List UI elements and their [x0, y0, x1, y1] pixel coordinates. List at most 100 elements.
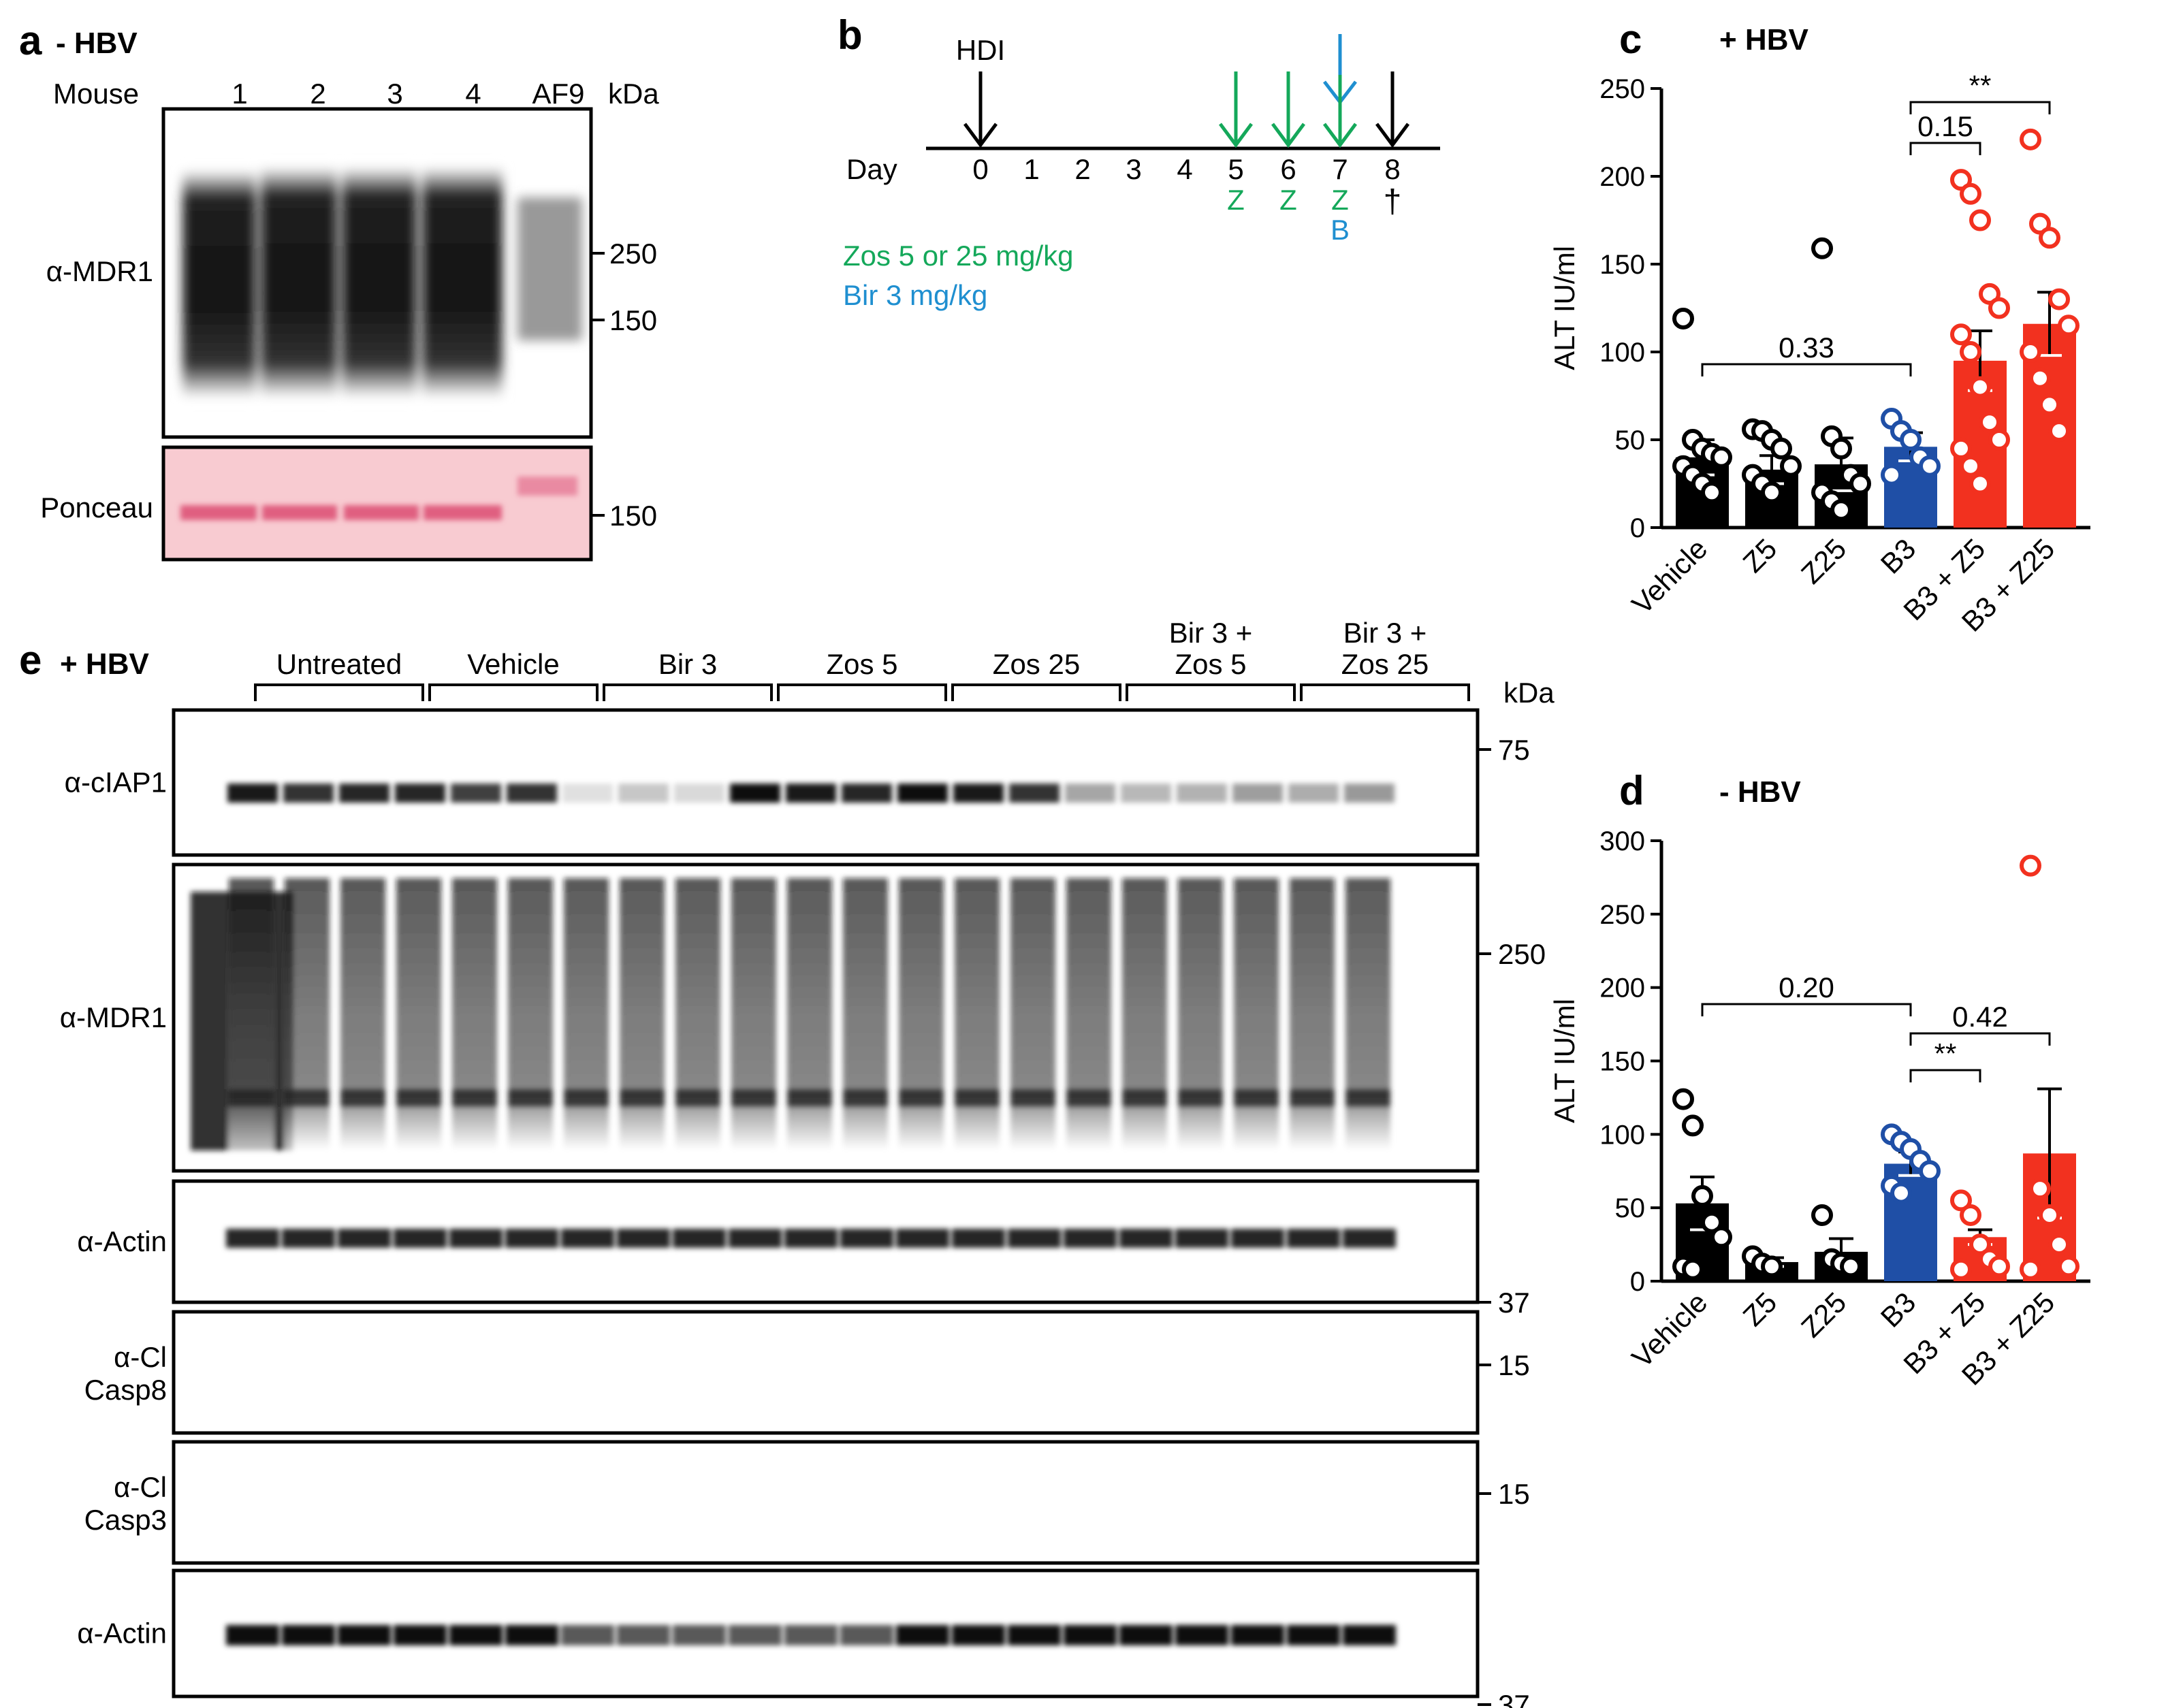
group-bracket — [1300, 683, 1470, 701]
marker-label: 75 — [1498, 734, 1530, 766]
band — [1234, 1089, 1279, 1107]
legend-bir: Bir 3 mg/kg — [843, 279, 987, 311]
band — [396, 1089, 441, 1107]
data-point — [1969, 472, 1991, 495]
band — [285, 1089, 330, 1107]
data-point — [1960, 341, 1981, 363]
blot-label-line2: Casp8 — [84, 1374, 167, 1406]
day-tick-labels: 0 1 2 3 4 5 6 7 8 — [972, 153, 1400, 185]
data-point — [1770, 437, 1792, 460]
y-tick-label: 100 — [1599, 1120, 1645, 1150]
group-bracket — [428, 683, 599, 701]
band — [1345, 1089, 1390, 1107]
band — [674, 784, 724, 803]
band — [561, 1229, 614, 1248]
band — [338, 1229, 391, 1248]
band — [896, 1625, 949, 1645]
z-mark-day5: Z — [1227, 184, 1245, 216]
blot-a-label-mdr1: α-MDR1 — [46, 255, 153, 287]
band — [226, 1229, 279, 1248]
band-smear — [285, 878, 330, 1150]
blot-e: α-Actin 37 — [77, 1568, 1530, 1708]
band — [283, 784, 334, 803]
band — [729, 1625, 782, 1645]
data-point — [1919, 1160, 1941, 1182]
band — [282, 1625, 335, 1645]
blot-e: α-MDR1 250 — [60, 863, 1546, 1173]
marker-label: 15 — [1498, 1478, 1530, 1510]
lane-label-af9: AF9 — [532, 78, 584, 110]
y-axis-label: ALT IU/ml — [1548, 999, 1580, 1123]
band — [1231, 1625, 1284, 1645]
band — [899, 1089, 944, 1107]
band — [1064, 1625, 1117, 1645]
data-point — [2020, 128, 2041, 150]
band — [730, 784, 780, 803]
data-point — [2029, 367, 2051, 389]
band — [953, 784, 1004, 803]
band — [227, 784, 278, 803]
z-mark-day7: Z — [1331, 184, 1349, 216]
kda-label-e: kDa — [1503, 677, 1555, 709]
band — [561, 1625, 614, 1645]
band — [394, 1625, 447, 1645]
panel-d: d - HBV 0 50 100 150 200 250 300 ALT IU/ml Vehic… — [1548, 768, 2090, 1391]
blot-a-label-ponceau: Ponceau — [40, 492, 153, 523]
band — [840, 1625, 893, 1645]
data-point — [2048, 288, 2070, 310]
comparison-label: 0.33 — [1779, 332, 1834, 364]
ponceau-bands — [180, 477, 577, 520]
data-point — [1761, 481, 1783, 504]
blot-frame — [172, 1440, 1480, 1565]
group-label-line1: Bir 3 + — [1169, 617, 1253, 649]
data-point — [2058, 315, 2080, 337]
band — [1343, 1625, 1396, 1645]
data-point — [1950, 1189, 1972, 1212]
band — [897, 784, 948, 803]
data-point — [1682, 1258, 1704, 1280]
hdi-label: HDI — [956, 34, 1005, 66]
data-point — [1950, 1258, 1972, 1280]
comparison-bracket — [1909, 101, 2051, 114]
band — [729, 1229, 782, 1248]
panel-e-letter: e — [19, 637, 42, 683]
data-point — [1979, 411, 2001, 434]
hdi-arrow — [963, 71, 998, 148]
marker-label: 37 — [1498, 1689, 1530, 1708]
band-smear — [1178, 878, 1223, 1150]
data-point — [1988, 429, 2010, 451]
data-point — [2029, 1178, 2051, 1200]
marker-a-250: 250 — [609, 238, 657, 270]
data-point — [1969, 1234, 1991, 1256]
band — [784, 1625, 838, 1645]
band — [1287, 1229, 1340, 1248]
y-axis-label: ALT IU/ml — [1548, 246, 1580, 370]
mouse-label: Mouse — [53, 78, 139, 110]
band — [1288, 784, 1339, 803]
band-smear — [675, 878, 720, 1150]
band — [394, 1229, 447, 1248]
day-7: 7 — [1332, 153, 1348, 185]
comparison-bracket — [1909, 1032, 2051, 1046]
x-tick-label: B3 — [1875, 532, 1922, 580]
day-3: 3 — [1126, 153, 1141, 185]
y-tick-label: 150 — [1599, 250, 1645, 280]
panel-e-title: + HBV — [60, 647, 149, 681]
band — [896, 1229, 949, 1248]
band — [449, 1625, 503, 1645]
legend-zos: Zos 5 or 25 mg/kg — [843, 240, 1073, 272]
band — [1066, 1089, 1111, 1107]
data-point — [1849, 472, 1871, 495]
comparison-label: ** — [1934, 1037, 1957, 1069]
group-label: Untreated — [276, 648, 402, 680]
band-smear — [340, 878, 385, 1150]
group-bracket — [777, 683, 947, 701]
data-point — [2058, 1255, 2080, 1278]
group-bracket — [603, 683, 773, 701]
group-label: Bir 3 — [658, 648, 717, 680]
panel-c: c + HBV 0 50 100 150 200 250 ALT IU/ml Vehicle Z… — [1548, 16, 2090, 638]
blot-label: α-Actin — [77, 1617, 167, 1649]
data-point — [2020, 1258, 2041, 1280]
comparison-bracket — [1909, 142, 1981, 155]
